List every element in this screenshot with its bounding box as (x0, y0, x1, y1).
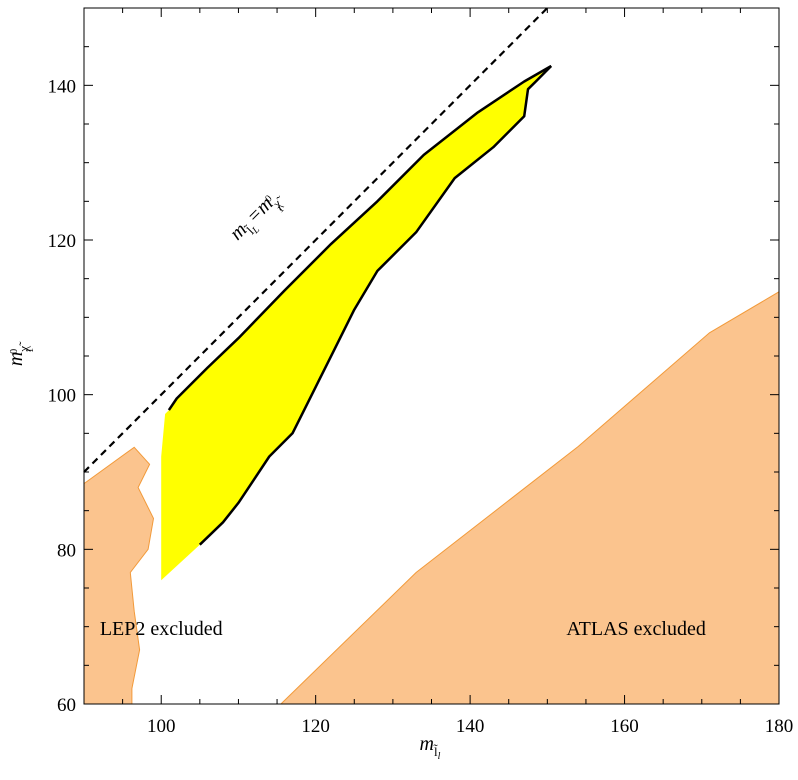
diagonal-label: ml̃L=mχ̃01 (225, 185, 291, 251)
y-tick-label: 140 (48, 76, 77, 97)
regions (83, 64, 780, 705)
diagonal-line-group: ml̃L=mχ̃01 (83, 7, 549, 473)
x-tick-label: 120 (301, 716, 330, 737)
y-tick-label: 120 (48, 231, 77, 252)
x-tick-label: 180 (765, 716, 794, 737)
y-axis-label: mχ̃0 1 (5, 341, 36, 366)
ticks (83, 7, 780, 705)
region-atlas-excluded (279, 290, 780, 705)
y-tick-label: 100 (48, 386, 77, 407)
region-allowed-fill (161, 66, 552, 581)
y-tick-label: 60 (57, 695, 76, 716)
region-allowed-upper-edge (167, 64, 552, 411)
x-tick-label: 100 (147, 716, 176, 737)
x-tick-label: 160 (610, 716, 639, 737)
label-lep2-excluded: LEP2 excluded (100, 618, 223, 640)
label-atlas-excluded: ATLAS excluded (566, 618, 705, 640)
region-lep2-excluded (83, 446, 155, 705)
x-axis-label: ml̃l (420, 733, 441, 762)
diagonal-line (83, 7, 549, 473)
y-tick-label: 80 (57, 540, 76, 561)
labels: LEP2 excluded ATLAS excluded 100 120 140 160 1… (5, 76, 793, 762)
x-tick-label: 140 (456, 716, 485, 737)
region-allowed-lower-edge (198, 65, 553, 546)
